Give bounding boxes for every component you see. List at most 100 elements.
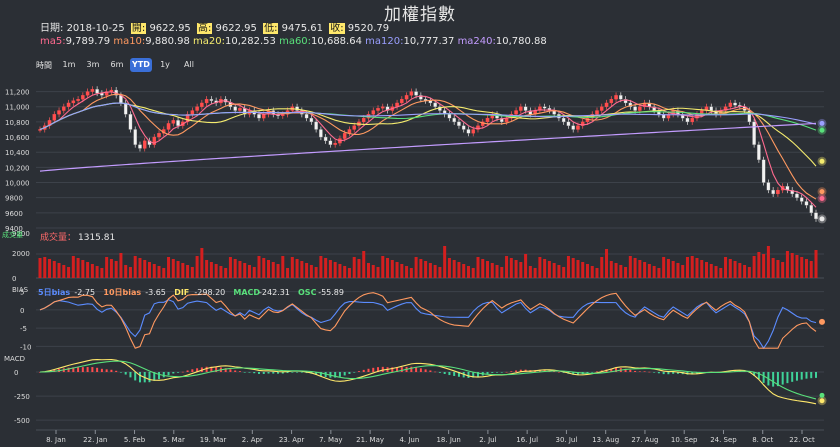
volume-bar	[376, 267, 380, 278]
candle	[638, 106, 642, 111]
osc-bar	[148, 372, 151, 383]
x-tick-label: 2. Jul	[479, 436, 496, 444]
range-button-6m[interactable]: 6m	[110, 60, 124, 69]
volume-bar	[409, 268, 413, 278]
volume-bar	[619, 265, 623, 278]
candle	[200, 102, 204, 107]
ma20-label: ma20:	[193, 36, 225, 47]
osc-bar	[624, 368, 627, 372]
osc-bar	[786, 372, 789, 384]
volume-bar	[414, 257, 418, 278]
volume-bar	[52, 261, 56, 278]
range-button-3m[interactable]: 3m	[86, 60, 100, 69]
candle	[185, 114, 190, 123]
volume-bar	[157, 266, 161, 278]
macd-tick-label: -250	[14, 393, 30, 401]
volume-bar	[43, 257, 47, 278]
candle	[314, 121, 318, 130]
volume-bar	[167, 257, 171, 278]
osc-bar	[277, 372, 280, 374]
candle	[690, 117, 694, 123]
candle	[85, 91, 90, 96]
x-tick-label: 7. May	[319, 436, 342, 444]
volume-bar	[676, 263, 680, 278]
volume-bar	[633, 258, 637, 278]
volume-bar	[86, 262, 90, 278]
osc-bar	[39, 372, 41, 373]
osc-bar	[538, 369, 541, 372]
volume-bar	[186, 265, 190, 278]
volume-bar	[133, 256, 137, 278]
volume-bar	[371, 265, 375, 278]
x-tick-label: 16. Jul	[516, 436, 538, 444]
volume-bar	[262, 258, 266, 278]
candle	[514, 110, 518, 115]
osc-bar	[138, 372, 141, 383]
volume-bar	[362, 251, 366, 278]
volume-bar	[804, 259, 808, 278]
volume-bar	[724, 257, 728, 278]
range-button-all[interactable]: All	[184, 60, 194, 69]
candle	[71, 100, 76, 104]
volume-bar	[305, 263, 309, 278]
candle	[561, 117, 566, 123]
volume-bar	[390, 260, 394, 278]
ma240-line	[39, 122, 817, 172]
range-button-ytd[interactable]: YTD	[130, 58, 152, 72]
osc-bar	[153, 372, 156, 381]
volume-bar	[267, 260, 271, 278]
candle	[204, 99, 209, 104]
candle	[757, 144, 761, 160]
candle	[457, 121, 461, 126]
volume-bar	[757, 252, 761, 278]
volume-bar	[205, 260, 209, 278]
candle	[419, 95, 423, 100]
volume-bar	[605, 249, 609, 278]
volume-bar	[500, 267, 504, 278]
bias-legend-value: -3.65	[145, 288, 166, 297]
osc-bar	[186, 370, 189, 372]
low-label: 低:	[263, 23, 279, 34]
osc-bar	[158, 372, 161, 380]
bias-legend-value: -55.89	[318, 288, 344, 297]
bias-legend-label: OSC	[298, 288, 317, 297]
volume-bar	[190, 267, 194, 278]
volume-bar	[276, 264, 280, 278]
osc-bar	[181, 371, 184, 373]
osc-bar	[443, 372, 446, 375]
price-tick-label: 11,200	[5, 89, 30, 97]
osc-bar	[491, 372, 494, 373]
candle	[381, 106, 385, 109]
volume-bar	[595, 268, 599, 278]
osc-bar	[391, 367, 394, 372]
range-button-1m[interactable]: 1m	[62, 60, 76, 69]
osc-bar	[238, 371, 241, 372]
volume-bar	[671, 261, 675, 278]
range-button-1y[interactable]: 1y	[160, 60, 170, 69]
candle	[795, 193, 799, 198]
candle	[152, 136, 157, 145]
ma60-value: 10,688.64	[311, 36, 362, 47]
volume-bar	[224, 268, 228, 278]
volume-bar	[490, 263, 494, 278]
osc-bar	[419, 368, 422, 372]
osc-bar	[253, 372, 256, 374]
osc-bar	[762, 372, 765, 383]
candle	[790, 189, 794, 195]
candle	[804, 201, 809, 206]
osc-bar	[757, 372, 760, 380]
volume-bar	[790, 253, 794, 278]
bias-legend-value: -242.31	[259, 288, 290, 297]
volume-bar	[447, 258, 451, 278]
candle	[623, 99, 628, 104]
volume-bar	[585, 264, 589, 278]
volume-bar	[519, 262, 523, 278]
volume-bar	[762, 254, 766, 278]
volume-bar	[652, 266, 656, 278]
volume-tick-label: 0	[12, 275, 16, 283]
volume-bar	[514, 260, 518, 278]
volume-bar	[62, 265, 66, 278]
bias5-line	[39, 299, 817, 350]
volume-panel	[38, 246, 818, 278]
axes: 11,200 11,000 10,800 10,600 10,400 10,200 10,0…	[2, 89, 815, 444]
